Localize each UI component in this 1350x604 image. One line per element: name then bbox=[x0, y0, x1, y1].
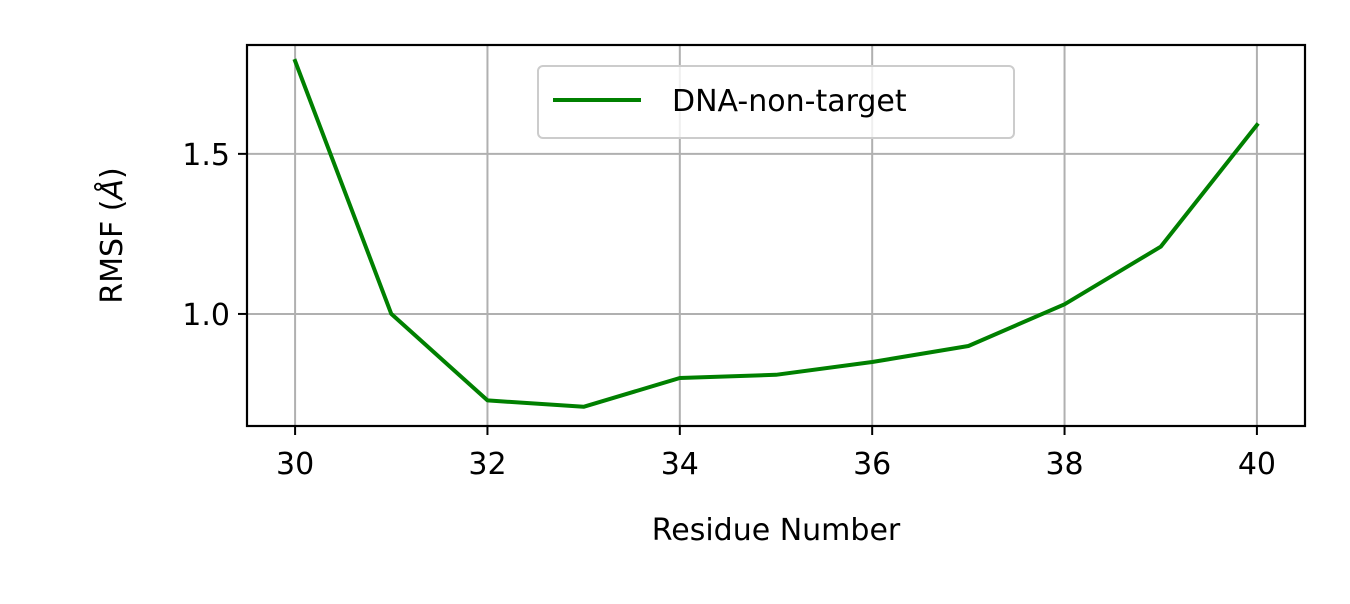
legend: DNA-non-target bbox=[537, 65, 1015, 139]
x-tick-label: 38 bbox=[1045, 447, 1083, 482]
x-axis-title: Residue Number bbox=[652, 513, 901, 548]
tick-layer: 30 32 34 36 38 40 1.0 1.5 bbox=[182, 138, 1276, 482]
y-axis-title-unit: Å bbox=[94, 179, 130, 202]
y-tick-label: 1.0 bbox=[182, 298, 230, 333]
x-tick-label: 34 bbox=[661, 447, 699, 482]
x-tick-label: 30 bbox=[276, 447, 314, 482]
x-tick-label: 32 bbox=[468, 447, 506, 482]
legend-label: DNA-non-target bbox=[672, 84, 907, 119]
plot-frame bbox=[245, 43, 1307, 428]
x-tick-label: 36 bbox=[853, 447, 891, 482]
y-tick-label: 1.5 bbox=[182, 138, 230, 173]
legend-box bbox=[537, 65, 1015, 139]
x-tick-label: 40 bbox=[1238, 447, 1276, 482]
series-line bbox=[292, 58, 1260, 409]
y-axis-title: RMSF (Å) bbox=[94, 167, 130, 304]
series-layer bbox=[292, 58, 1260, 409]
y-axis-title-close: ) bbox=[95, 167, 130, 179]
y-axis-title-main: RMSF ( bbox=[95, 199, 130, 303]
